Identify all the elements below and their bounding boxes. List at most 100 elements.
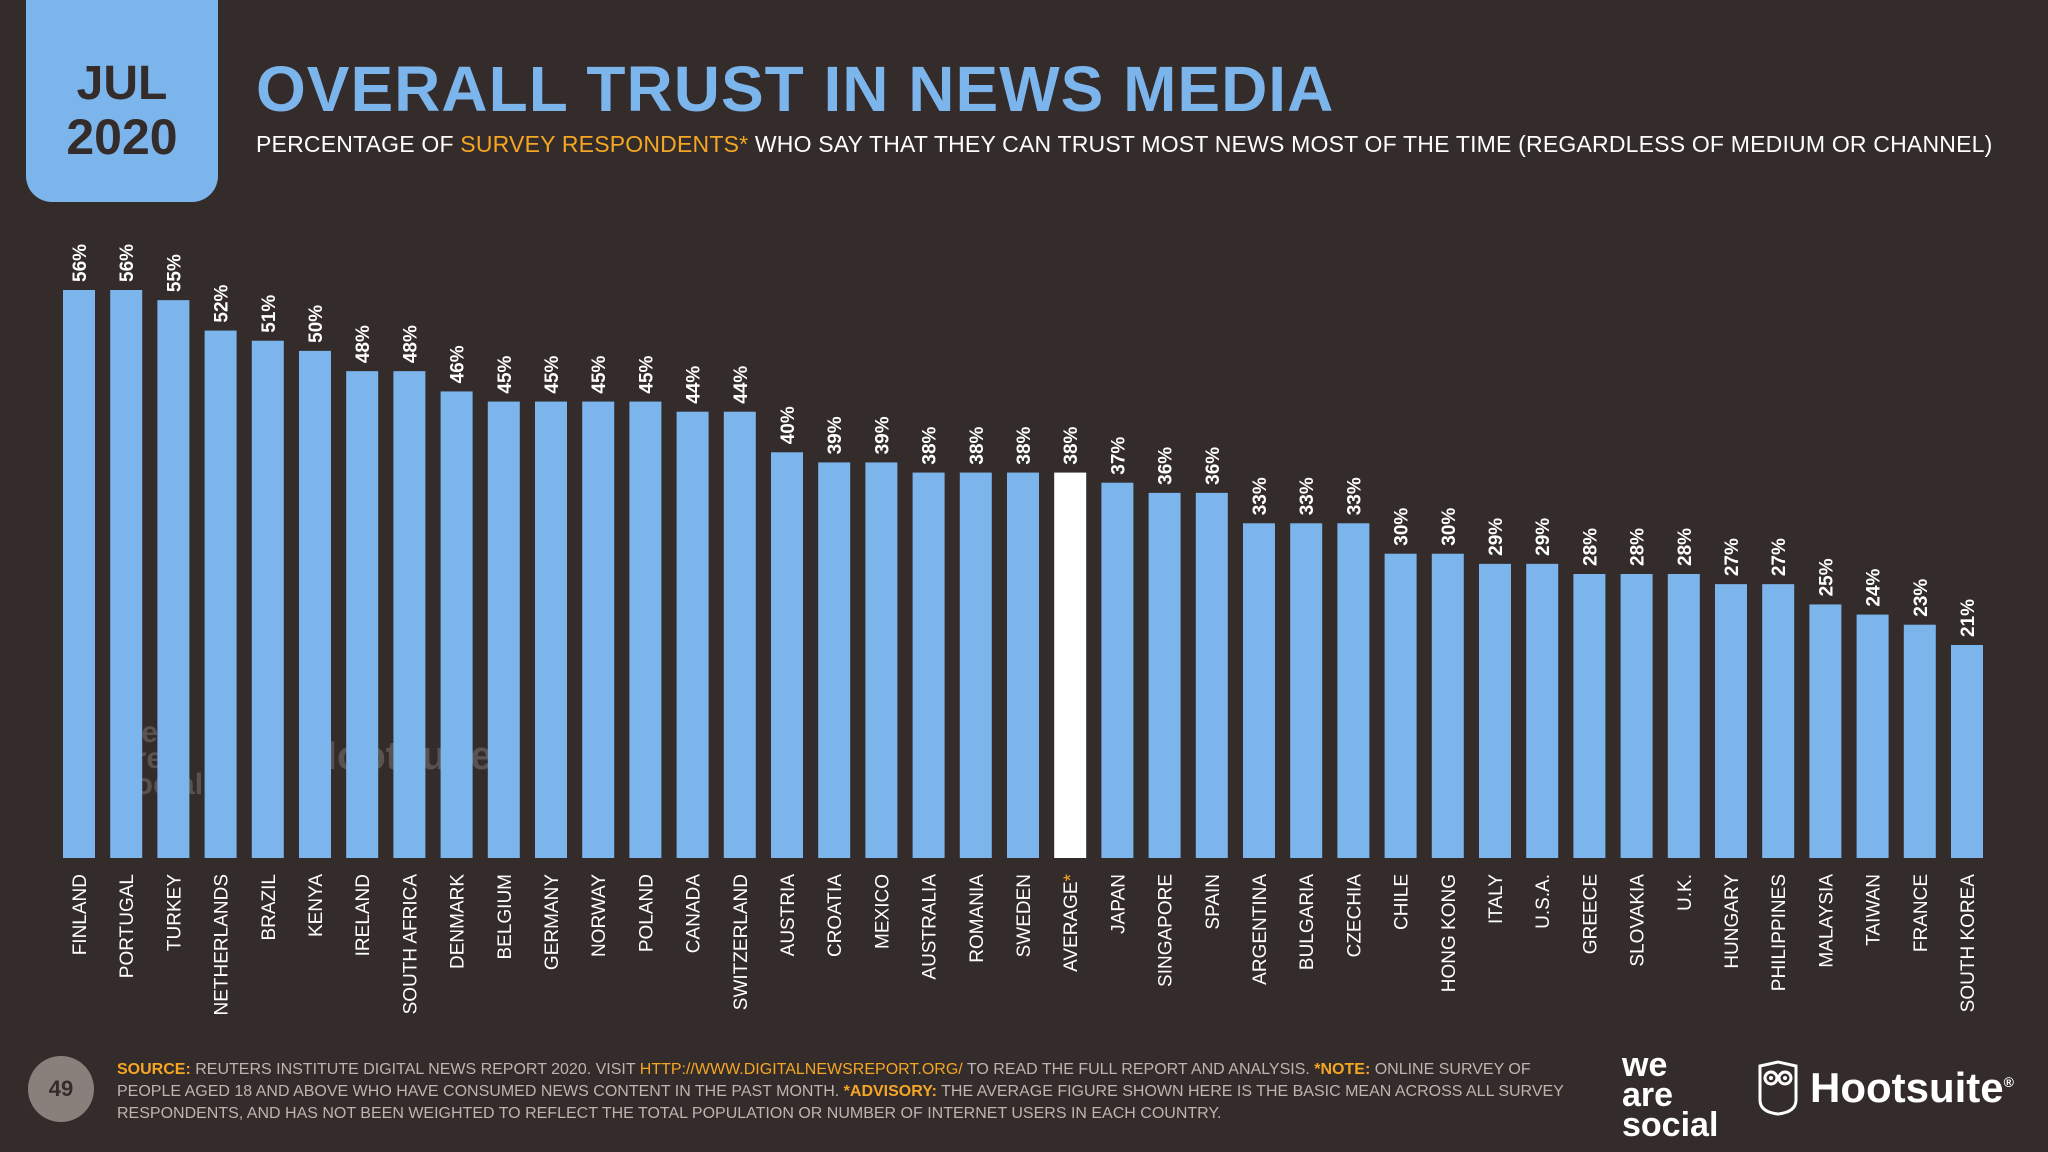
- value-label: 33%: [1344, 477, 1365, 515]
- value-label: 44%: [684, 366, 705, 404]
- value-label: 29%: [1486, 518, 1507, 556]
- bar-chile: [1384, 553, 1417, 858]
- value-label: 30%: [1392, 508, 1413, 546]
- advisory-text: THE AVERAGE FIGURE SHOWN HERE IS THE BAS…: [117, 1083, 1564, 1122]
- source-label: SOURCE:: [117, 1061, 191, 1078]
- value-label: 28%: [1580, 528, 1601, 566]
- category-label: MALAYSIA: [1816, 874, 1837, 968]
- category-label: AUSTRALIA: [920, 874, 941, 980]
- bar-turkey: [157, 300, 190, 859]
- note-text: ONLINE SURVEY OF PEOPLE AGED 18 AND ABOV…: [117, 1061, 1531, 1100]
- value-label: 27%: [1722, 538, 1743, 576]
- value-label: 52%: [212, 284, 233, 322]
- category-label: BRAZIL: [259, 874, 280, 941]
- bar-greece: [1573, 574, 1606, 858]
- bar-argentina: [1243, 523, 1275, 858]
- bar-hungary: [1715, 584, 1747, 858]
- bar-romania: [959, 472, 992, 858]
- value-label: 45%: [589, 355, 610, 393]
- value-label: 45%: [542, 355, 563, 393]
- value-label: 56%: [70, 244, 91, 282]
- bar-denmark: [440, 391, 473, 858]
- value-label: 37%: [1108, 437, 1129, 475]
- page-title: OVERALL TRUST IN NEWS MEDIA: [256, 53, 1335, 125]
- category-label: NORWAY: [589, 874, 610, 957]
- value-label: 28%: [1675, 528, 1696, 566]
- bar-belgium: [487, 401, 520, 858]
- note-label: *NOTE:: [1314, 1061, 1371, 1078]
- subtitle-pre: PERCENTAGE OF: [256, 131, 461, 157]
- logo-social: social: [1622, 1106, 1719, 1144]
- category-label: POLAND: [636, 874, 657, 952]
- value-label: 48%: [353, 325, 374, 363]
- category-label: SWEDEN: [1014, 874, 1035, 957]
- bar-austria: [771, 452, 803, 858]
- value-label: 38%: [920, 426, 941, 464]
- category-label: MEXICO: [872, 874, 893, 949]
- bar-canada: [676, 411, 709, 858]
- category-label: AVERAGE*: [1061, 873, 1082, 971]
- value-label: 27%: [1769, 538, 1790, 576]
- bar-u-k-: [1667, 574, 1700, 858]
- hootsuite-text: Hootsuite: [1810, 1064, 2004, 1111]
- bar-south-africa: [393, 371, 426, 858]
- category-label: AUSTRIA: [778, 874, 799, 957]
- bar-france: [1903, 624, 1936, 858]
- value-label: 45%: [636, 355, 657, 393]
- date-badge: JUL 2020: [26, 0, 218, 202]
- bar-singapore: [1148, 492, 1181, 858]
- page-number: 49: [28, 1056, 94, 1122]
- bar-norway: [582, 401, 615, 858]
- category-label: SINGAPORE: [1156, 874, 1177, 987]
- category-label: ITALY: [1486, 874, 1507, 924]
- value-label: 45%: [495, 355, 516, 393]
- value-label: 38%: [967, 426, 988, 464]
- bar-malaysia: [1809, 604, 1842, 858]
- category-label: TAIWAN: [1864, 874, 1885, 946]
- value-label: 48%: [400, 325, 421, 363]
- advisory-label: *ADVISORY:: [843, 1083, 937, 1100]
- bar-average: [1054, 472, 1087, 858]
- value-label: 55%: [164, 254, 185, 292]
- bar-netherlands: [204, 330, 237, 859]
- bar-switzerland: [723, 411, 756, 858]
- badge-month: JUL: [76, 57, 168, 110]
- value-label: 56%: [117, 244, 138, 282]
- value-label: 40%: [778, 406, 799, 444]
- page-subtitle: PERCENTAGE OF SURVEY RESPONDENTS* WHO SA…: [256, 131, 1992, 158]
- value-label: 33%: [1250, 477, 1271, 515]
- value-label: 30%: [1439, 508, 1460, 546]
- value-label: 25%: [1816, 558, 1837, 596]
- owl-icon: [1758, 1060, 1798, 1116]
- bar-poland: [629, 401, 662, 858]
- category-label: CANADA: [684, 874, 705, 954]
- value-label: 33%: [1297, 477, 1318, 515]
- category-label: NETHERLANDS: [212, 874, 233, 1015]
- category-label: FRANCE: [1911, 874, 1932, 952]
- footer-source: SOURCE: REUTERS INSTITUTE DIGITAL NEWS R…: [117, 1059, 1577, 1125]
- hootsuite-logo: Hootsuite®: [1756, 1058, 2014, 1118]
- value-label: 46%: [448, 345, 469, 383]
- category-label: CROATIA: [825, 874, 846, 957]
- category-label: JAPAN: [1108, 874, 1129, 934]
- category-label: PORTUGAL: [117, 874, 138, 978]
- value-label: 21%: [1958, 599, 1979, 637]
- category-label: SOUTH KOREA: [1958, 874, 1979, 1013]
- category-label: IRELAND: [353, 874, 374, 956]
- bar-japan: [1101, 482, 1134, 858]
- value-label: 24%: [1864, 568, 1885, 606]
- value-label: 38%: [1061, 426, 1082, 464]
- source-url[interactable]: HTTP://WWW.DIGITALNEWSREPORT.ORG/: [639, 1061, 963, 1078]
- subtitle-accent: SURVEY RESPONDENTS*: [460, 131, 749, 157]
- value-label: 44%: [731, 366, 752, 404]
- category-label: GERMANY: [542, 874, 563, 970]
- category-label: DENMARK: [448, 874, 469, 969]
- bar-bulgaria: [1290, 523, 1323, 858]
- source-tail: TO READ THE FULL REPORT AND ANALYSIS.: [962, 1061, 1315, 1078]
- category-label: SPAIN: [1203, 874, 1224, 930]
- bar-finland: [63, 290, 95, 858]
- category-label: BULGARIA: [1297, 874, 1318, 970]
- category-label: CZECHIA: [1344, 874, 1365, 958]
- logo-we: we: [1622, 1046, 1668, 1084]
- category-label: HUNGARY: [1722, 874, 1743, 969]
